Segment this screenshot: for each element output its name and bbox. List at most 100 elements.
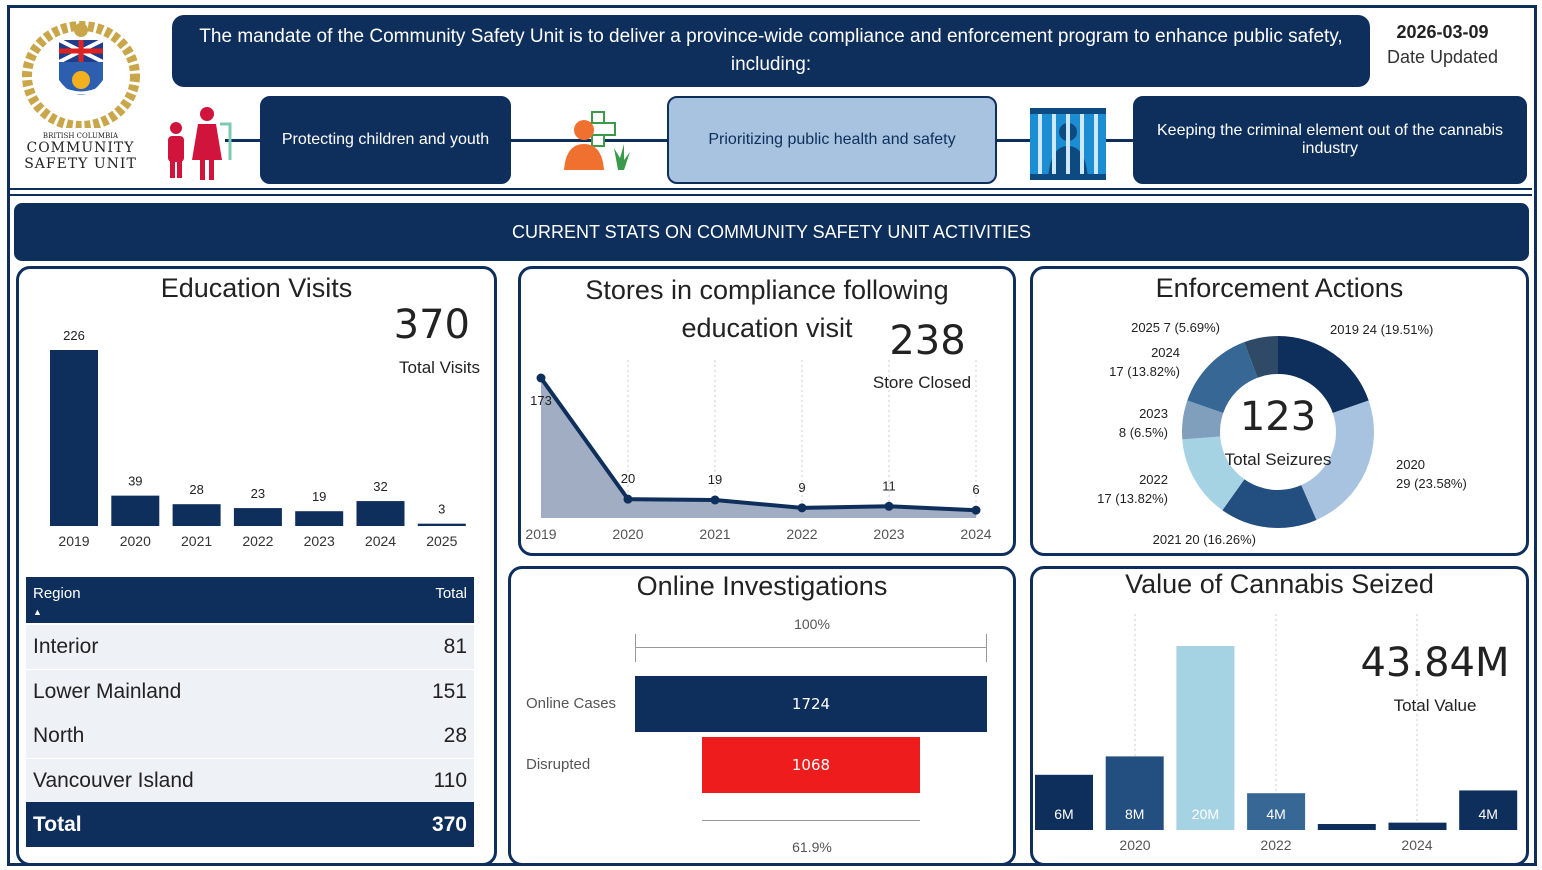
funnel-bracket-top [635,647,987,648]
education-bar[interactable] [295,511,344,526]
region-name: Interior [33,635,99,658]
donut-label: 17 (13.82%) [1097,491,1168,506]
education-bar[interactable] [50,350,98,526]
table-row[interactable]: Interior 81 [26,625,474,669]
education-bar[interactable] [356,501,405,526]
coat-of-arms-icon [21,21,140,131]
compliance-x-tick: 2024 [960,526,991,542]
column-header-total[interactable]: Total [435,585,467,602]
education-x-tick: 2021 [181,533,212,549]
cannabis-x-tick: 2022 [1260,837,1291,853]
education-bar-label: 226 [63,328,85,343]
mandate-banner: The mandate of the Community Safety Unit… [172,15,1370,87]
donut-slice-2023[interactable] [1182,400,1224,440]
compliance-title: Stores in compliance following education … [585,275,949,343]
region-name: North [33,724,85,747]
cannabis-bar-chart: 6M 8M 20M 4M 4M 2020 2022 2024 [1035,614,1518,853]
donut-label: 8 (6.5%) [1119,425,1168,440]
education-bar[interactable] [111,495,160,526]
donut-label: 2019 24 (19.51%) [1330,322,1433,337]
cannabis-bar[interactable] [1176,646,1235,830]
education-bar[interactable] [233,508,282,526]
date-updated: 2026-03-09 Date Updated [1380,22,1505,68]
cannabis-x-tick: 2024 [1401,837,1432,853]
cannabis-bar[interactable] [1388,822,1447,830]
donut-slice-2020[interactable] [1301,400,1374,520]
cannabis-bar[interactable] [1035,774,1093,830]
date-value: 2026-03-09 [1396,22,1489,42]
enforcement-donut-chart: 2019 24 (19.51%) 2020 29 (23.58%) 2021 20 (… [1097,320,1467,547]
compliance-total-label: Store Closed [872,373,972,392]
total-label: Total [33,812,82,836]
region-table-total-row: Total 370 [26,802,474,847]
compliance-x-tick: 2020 [612,526,643,542]
table-row[interactable]: Vancouver Island 110 [26,758,474,803]
total-value: 370 [431,812,467,836]
education-bar-label: 23 [251,486,265,501]
education-total: 370 [393,302,470,348]
compliance-point[interactable] [623,494,633,504]
cannabis-bar[interactable] [1317,824,1376,830]
compliance-data-label: 19 [708,472,722,487]
enforcement-title: Enforcement Actions [1155,273,1404,303]
cannabis-x-tick: 2020 [1119,837,1150,853]
pillar-public-health: Prioritizing public health and safety [667,96,997,184]
table-row[interactable]: North 28 [26,714,474,758]
table-row[interactable]: Lower Mainland 151 [26,669,474,714]
disrupted-bar: 1068 [701,737,921,793]
compliance-data-label: 6 [972,482,979,497]
donut-slice-2024[interactable] [1187,342,1258,413]
donut-label: 2021 20 (16.26%) [1153,532,1256,547]
cannabis-total: 43.84M [1360,640,1510,686]
region-total: 81 [443,635,467,658]
column-header-region[interactable]: Region ▲ [33,585,81,617]
family-icon [168,107,232,180]
cannabis-bar[interactable] [1247,793,1306,830]
compliance-point[interactable] [884,501,894,511]
donut-label: 2022 [1139,472,1168,487]
compliance-data-label: 9 [798,480,805,495]
compliance-x-tick: 2022 [786,526,817,542]
divider [10,188,1532,190]
education-bar-label: 39 [128,474,142,489]
compliance-point[interactable] [797,503,807,513]
compliance-point[interactable] [971,505,981,515]
pillar-criminal-element: Keeping the criminal element out of the … [1133,96,1527,184]
cannabis-title: Value of Cannabis Seized [1125,569,1434,599]
online-top-pct: 100% [794,616,830,632]
donut-label: 17 (13.82%) [1109,364,1180,379]
cannabis-bar-label: 4M [1266,806,1285,822]
donut-slice-2019[interactable] [1278,336,1369,413]
education-bar-label: 19 [312,489,326,504]
education-x-tick: 2020 [120,533,151,549]
online-title: Online Investigations [636,571,888,601]
disrupted-label: Disrupted [526,756,591,773]
logo-text-2: COMMUNITY [26,140,135,156]
donut-label: 2020 [1396,457,1425,472]
compliance-point[interactable] [536,373,546,383]
donut-label: 2023 [1139,406,1168,421]
education-bar[interactable] [417,523,466,526]
compliance-point[interactable] [710,495,720,505]
education-bar[interactable] [172,504,221,526]
compliance-area [541,378,976,518]
education-bar-label: 32 [373,479,387,494]
donut-slice-2022[interactable] [1182,436,1245,511]
jail-icon [1030,108,1106,180]
online-cases-label: Online Cases [526,695,617,712]
date-label: Date Updated [1386,47,1499,67]
online-cases-bar: 1724 [635,676,987,732]
compliance-total: 238 [889,318,966,364]
education-total-label: Total Visits [399,358,480,377]
donut-slice-2021[interactable] [1222,479,1317,528]
cannabis-bar[interactable] [1105,756,1164,830]
cannabis-bar[interactable] [1459,790,1518,830]
health-cannabis-icon [564,111,630,170]
region-total: 110 [433,768,467,792]
logo-text-3: SAFETY UNIT [24,156,137,172]
enforcement-total-label: Total Seizures [1224,450,1332,469]
education-x-tick: 2025 [426,533,457,549]
donut-slice-2025[interactable] [1244,336,1278,378]
education-title: Education Visits [160,273,353,303]
